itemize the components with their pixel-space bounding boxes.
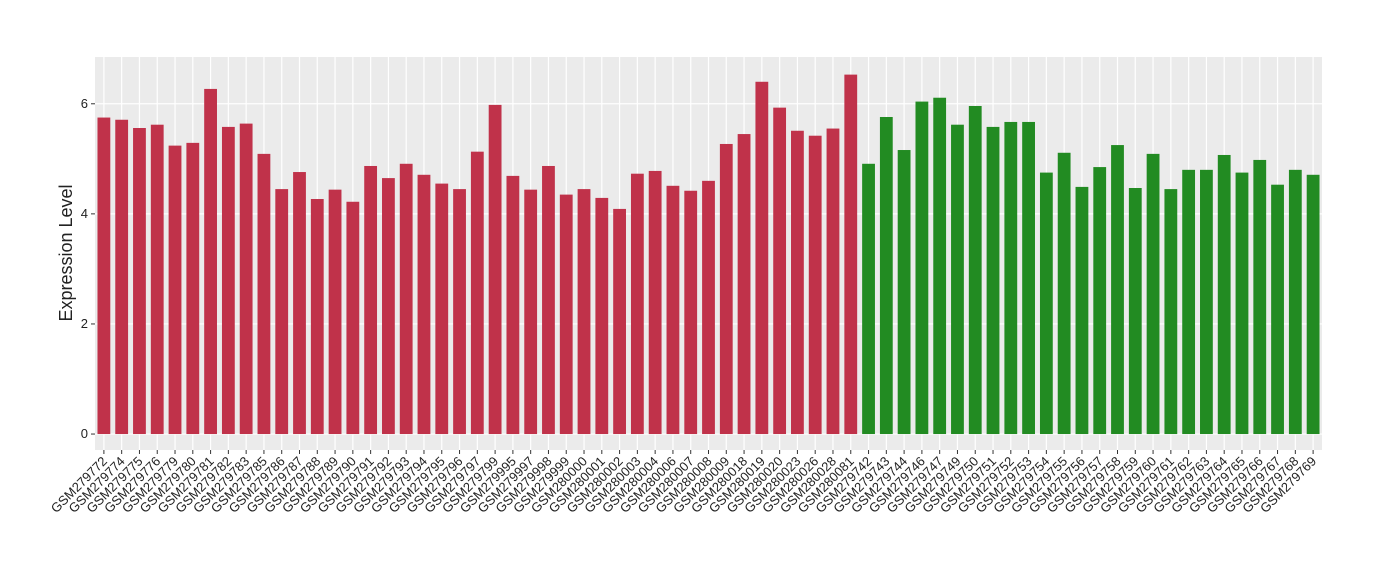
bar <box>506 175 520 435</box>
y-tick-label: 4 <box>81 206 88 221</box>
bar <box>1004 121 1018 435</box>
bar <box>204 88 217 435</box>
bar <box>897 150 911 435</box>
bar <box>737 134 751 435</box>
bar <box>1128 188 1142 435</box>
bar <box>1075 186 1089 435</box>
bar <box>168 145 182 435</box>
y-tick-label: 0 <box>81 426 88 441</box>
bar <box>951 124 964 435</box>
bar <box>399 163 413 435</box>
bar <box>186 142 200 435</box>
bar <box>719 143 733 435</box>
bar <box>684 190 698 435</box>
bar <box>115 119 129 435</box>
bar <box>275 189 289 435</box>
bar <box>773 107 787 435</box>
bar <box>382 178 395 435</box>
bar <box>470 151 484 435</box>
bar <box>417 174 431 435</box>
y-tick-label: 2 <box>81 316 88 331</box>
y-axis-label: Expression Level <box>56 184 76 321</box>
bar <box>1022 121 1035 435</box>
bar <box>542 165 555 435</box>
bar <box>1288 169 1302 435</box>
bar <box>1235 172 1249 435</box>
bar <box>488 104 502 435</box>
bar <box>1217 154 1231 435</box>
bar <box>453 189 466 435</box>
bar <box>559 194 573 435</box>
bar <box>1182 169 1196 435</box>
bar <box>577 189 591 435</box>
bar <box>1164 189 1178 435</box>
bar <box>702 180 715 435</box>
bar <box>1253 159 1267 435</box>
y-tick-label: 6 <box>81 96 88 111</box>
bar <box>1200 169 1213 435</box>
bar <box>986 126 1000 435</box>
bar <box>1039 172 1053 435</box>
bar <box>648 170 662 435</box>
bar <box>791 130 804 435</box>
bar <box>257 153 271 435</box>
bar <box>613 208 626 435</box>
bar <box>862 163 875 435</box>
bar <box>364 165 378 435</box>
bar <box>150 124 164 435</box>
bar <box>239 123 253 435</box>
bar <box>1093 167 1107 435</box>
bar <box>328 189 342 435</box>
bar <box>97 117 111 435</box>
bar <box>968 105 982 435</box>
bar <box>915 101 929 435</box>
bar <box>808 135 822 435</box>
bar <box>666 185 680 435</box>
bar <box>630 173 644 435</box>
bar <box>1057 152 1071 435</box>
bar <box>1146 153 1160 435</box>
bar <box>595 197 609 435</box>
bar <box>310 199 324 435</box>
bar <box>933 97 947 435</box>
bar <box>293 172 306 435</box>
bar <box>879 116 893 435</box>
bar <box>346 201 360 435</box>
bar <box>755 81 769 435</box>
bar <box>826 128 840 435</box>
bar <box>844 74 858 435</box>
bar <box>1306 174 1320 435</box>
bar <box>133 128 146 435</box>
bar <box>435 183 449 435</box>
bar <box>221 126 235 435</box>
bar <box>524 189 538 435</box>
bar <box>1271 184 1284 435</box>
bar <box>1111 145 1124 435</box>
